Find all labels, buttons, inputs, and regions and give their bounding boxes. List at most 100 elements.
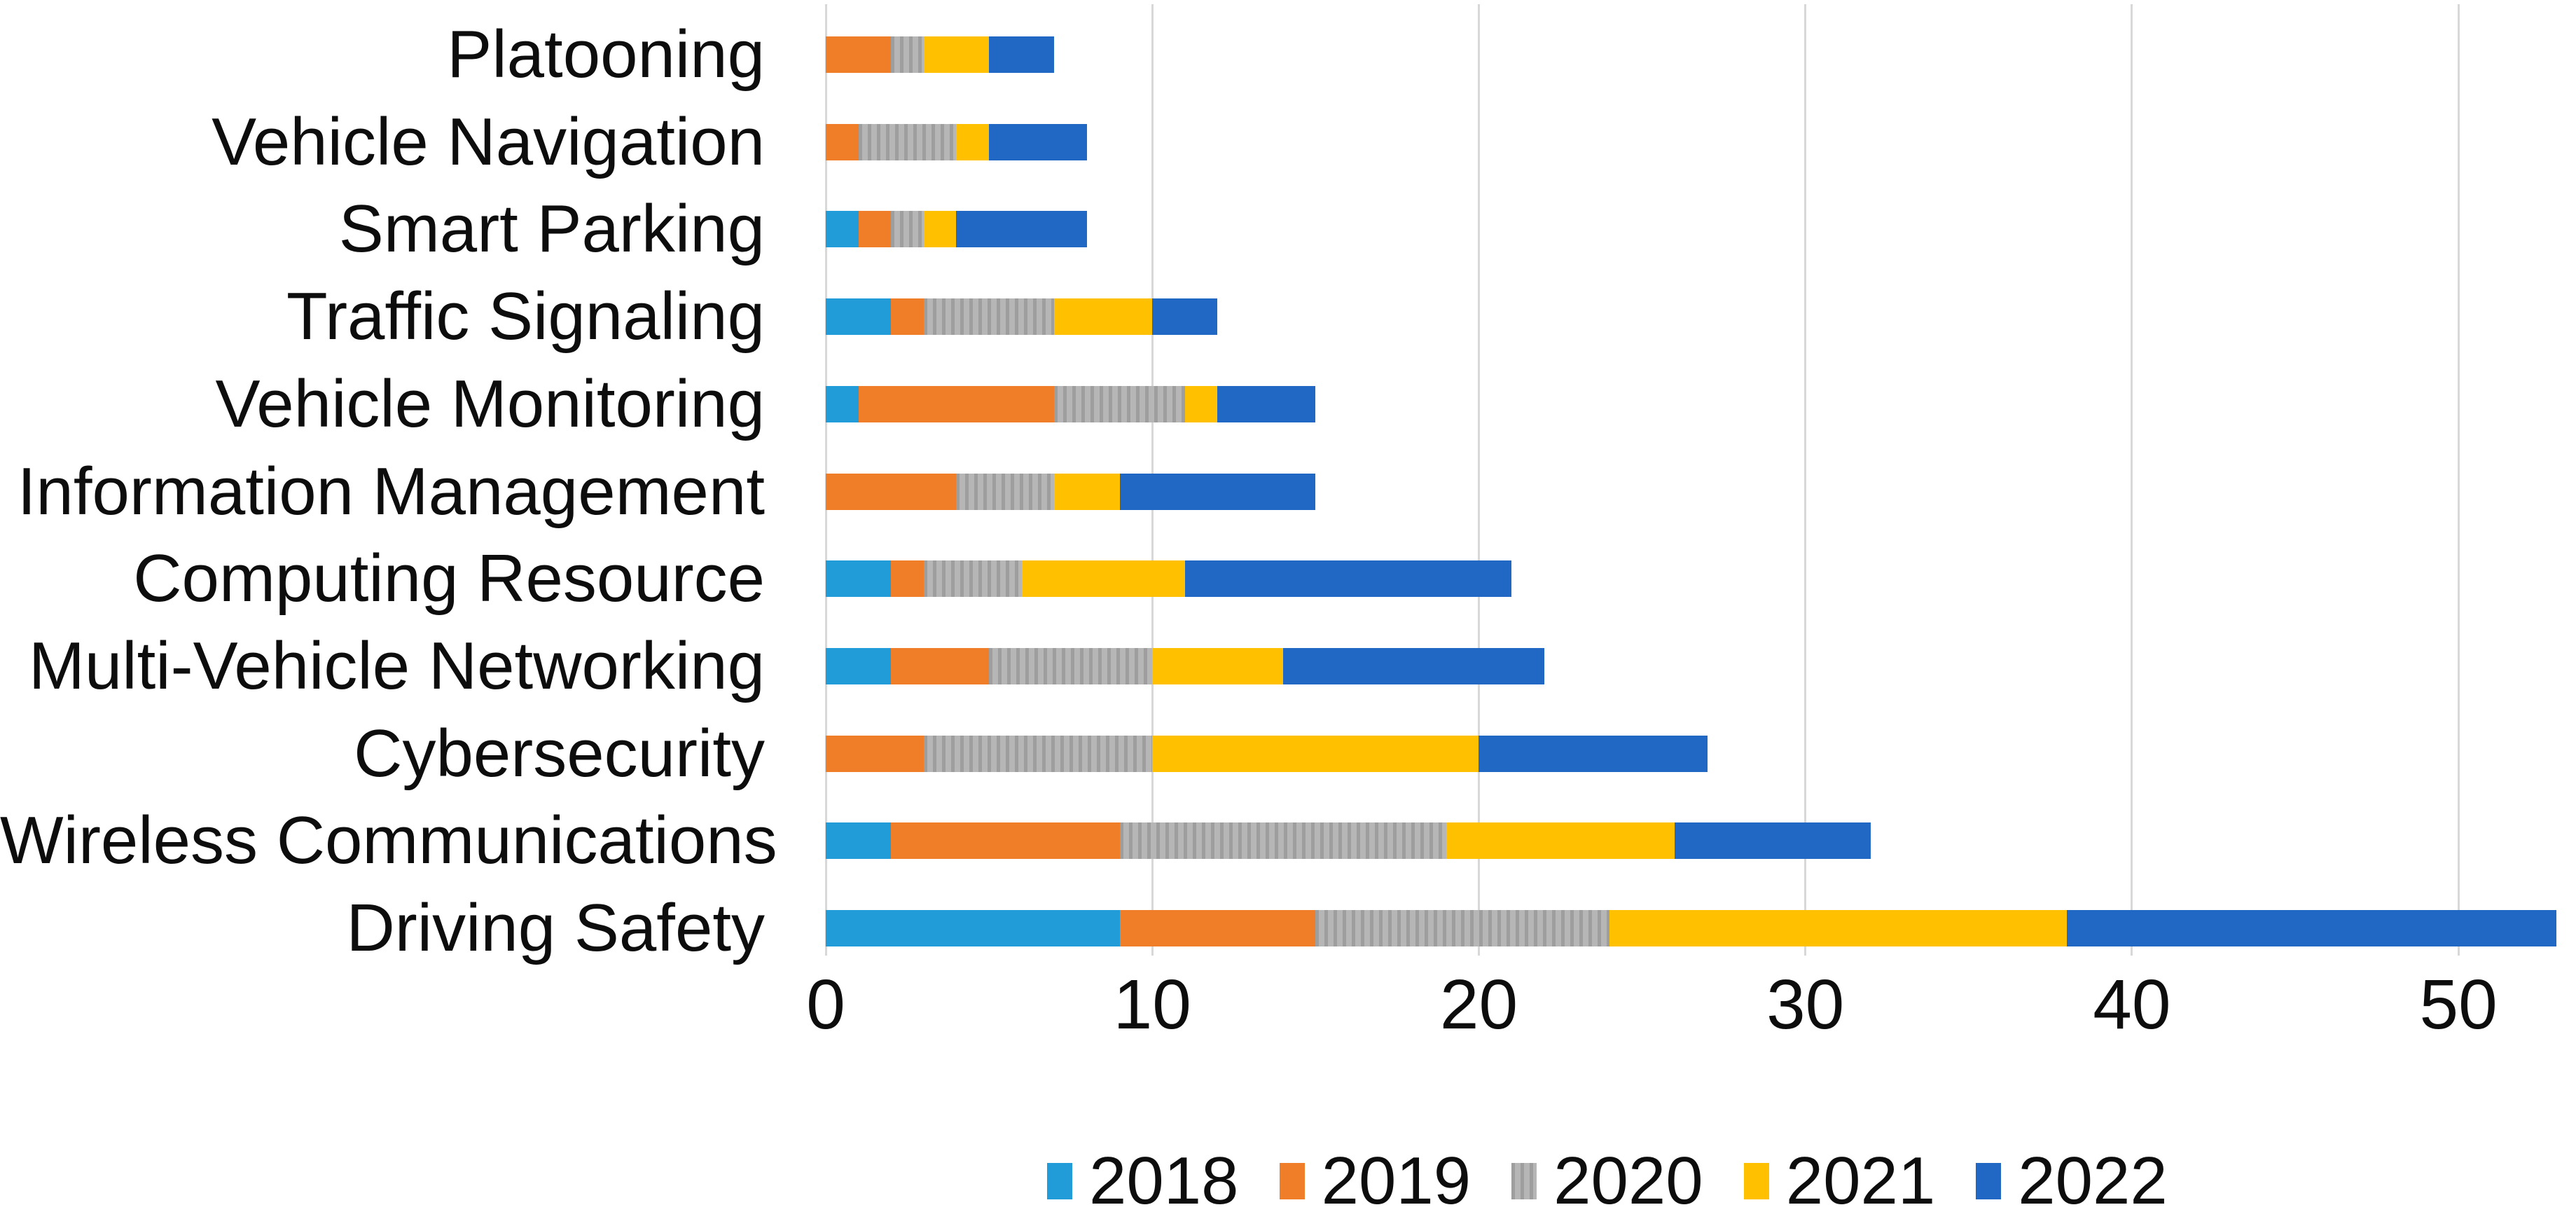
x-tick-label: 50 <box>2419 965 2498 1044</box>
bar-segment-2020 <box>923 298 1055 336</box>
bar-segment-2021 <box>1152 647 1283 684</box>
bar-row <box>826 473 2576 510</box>
bar-row <box>826 36 2576 73</box>
bar-segment-2022 <box>989 36 1055 73</box>
bar-segment-2022 <box>1675 822 1871 860</box>
bar-segment-2019 <box>858 385 1055 422</box>
bar-segment-2019 <box>891 647 990 684</box>
bar-segment-2018 <box>826 822 892 860</box>
bar-segment-2021 <box>1609 910 2067 946</box>
category-axis: Platooning Vehicle Navigation Smart Parkin… <box>0 0 777 965</box>
legend-swatch-2018 <box>1047 1163 1072 1199</box>
category-label: Driving Safety <box>346 890 765 965</box>
category-label: Vehicle Navigation <box>212 104 765 179</box>
bar-row <box>826 647 2576 684</box>
bar-segment-2020 <box>923 560 1022 598</box>
bar-segment-2021 <box>1184 385 1218 422</box>
bar-row <box>826 385 2576 422</box>
bar-segment-2021 <box>1446 822 1675 860</box>
bar-segment-2019 <box>891 560 924 598</box>
bar-segment-2019 <box>826 123 859 160</box>
bar-segment-2021 <box>1054 473 1120 510</box>
legend-item-2018: 2018 <box>1047 1145 1239 1218</box>
bar-segment-2022 <box>1184 560 1512 598</box>
bar-row <box>826 211 2576 248</box>
bar-segment-2018 <box>826 910 1120 946</box>
bar-row <box>826 123 2576 160</box>
gridline-40 <box>2131 4 2133 956</box>
bar-segment-2019 <box>826 735 924 772</box>
x-tick-label: 30 <box>1766 965 1845 1044</box>
bar-segment-2019 <box>1119 910 1316 946</box>
bar-segment-2018 <box>826 647 892 684</box>
bar-segment-2022 <box>2066 910 2557 946</box>
category-label: Wireless Communications <box>0 803 777 879</box>
bar-segment-2021 <box>1021 560 1185 598</box>
legend-label: 2020 <box>1553 1143 1703 1218</box>
legend-item-2022: 2022 <box>1976 1145 2168 1218</box>
legend-swatch-2020 <box>1511 1163 1537 1199</box>
bar-row <box>826 298 2576 336</box>
bar-segment-2020 <box>989 647 1153 684</box>
bar-segment-2018 <box>826 385 859 422</box>
bar-segment-2020 <box>1054 385 1185 422</box>
x-tick-label: 20 <box>1439 965 1518 1044</box>
bar-segment-2018 <box>826 211 859 248</box>
legend-swatch-2019 <box>1279 1163 1305 1199</box>
bar-segment-2018 <box>826 560 892 598</box>
bar-row <box>826 560 2576 598</box>
bar-segment-2021 <box>923 211 957 248</box>
category-label: Platooning <box>447 17 765 92</box>
plot-area <box>824 0 2576 957</box>
bar-segment-2019 <box>891 298 924 336</box>
legend-label: 2018 <box>1089 1143 1239 1218</box>
bar-segment-2019 <box>858 211 892 248</box>
category-label: Computing Resource <box>133 541 765 617</box>
bar-segment-2022 <box>1282 647 1544 684</box>
bar-segment-2020 <box>858 123 957 160</box>
legend-item-2020: 2020 <box>1511 1145 1703 1218</box>
gridline-50 <box>2457 4 2460 956</box>
legend-label: 2019 <box>1321 1143 1471 1218</box>
bar-segment-2021 <box>956 123 990 160</box>
bar-row <box>826 910 2576 946</box>
bar-segment-2022 <box>1217 385 1316 422</box>
bar-segment-2019 <box>826 36 892 73</box>
legend-item-2019: 2019 <box>1279 1143 1471 1218</box>
gridline-20 <box>1477 4 1480 956</box>
bar-segment-2020 <box>923 735 1153 772</box>
bar-segment-2021 <box>923 36 990 73</box>
bar-segment-2020 <box>1119 822 1446 860</box>
bar-segment-2020 <box>1315 910 1609 946</box>
legend-swatch-2021 <box>1743 1163 1769 1199</box>
category-label: Cybersecurity <box>354 715 765 791</box>
x-tick-label: 40 <box>2093 965 2171 1044</box>
legend: 2018 2019 2020 2021 2022 <box>1047 1143 2168 1219</box>
x-axis: 0 10 20 30 40 50 <box>806 965 2576 1052</box>
gridline-30 <box>1804 4 1807 956</box>
bar-segment-2022 <box>989 123 1087 160</box>
bar-segment-2020 <box>891 36 924 73</box>
bar-segment-2021 <box>1054 298 1153 336</box>
category-label: Information Management <box>17 453 765 529</box>
bar-segment-2022 <box>1119 473 1316 510</box>
category-label: Traffic Signaling <box>286 279 765 354</box>
bar-segment-2021 <box>1152 735 1479 772</box>
x-tick-label: 10 <box>1113 965 1191 1044</box>
bar-row <box>826 822 2576 860</box>
bar-row <box>826 735 2576 772</box>
legend-swatch-2022 <box>1976 1163 2002 1199</box>
category-label: Multi-Vehicle Networking <box>28 628 765 703</box>
bar-segment-2019 <box>891 822 1120 860</box>
category-label: Smart Parking <box>338 191 765 267</box>
x-tick-label: 0 <box>806 965 845 1044</box>
bar-segment-2020 <box>956 473 1055 510</box>
legend-label: 2022 <box>2018 1143 2168 1218</box>
category-label: Vehicle Monitoring <box>215 366 765 441</box>
bar-segment-2019 <box>826 473 957 510</box>
bar-segment-2022 <box>956 211 1087 248</box>
bar-segment-2018 <box>826 298 892 336</box>
legend-item-2021: 2021 <box>1743 1145 1935 1218</box>
bar-segment-2022 <box>1479 735 1708 772</box>
